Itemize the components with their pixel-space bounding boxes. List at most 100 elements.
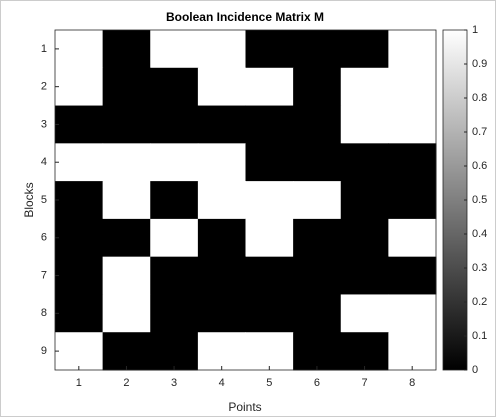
cell (55, 30, 104, 69)
cell (293, 143, 342, 182)
colorbar (442, 29, 468, 371)
cell (245, 256, 294, 295)
cell (197, 143, 246, 182)
cell (340, 67, 389, 107)
y-axis-label: Blocks (22, 182, 36, 217)
cell (340, 143, 389, 182)
colorbar-tick-label: 1 (472, 24, 478, 36)
y-tick-label: 3 (41, 118, 47, 130)
cell (293, 332, 342, 371)
cell (150, 105, 199, 144)
cell (197, 332, 246, 371)
colorbar-tick-label: 0.6 (472, 160, 487, 172)
cell (340, 294, 389, 333)
cell (340, 30, 389, 69)
colorbar-tick-label: 0.9 (472, 58, 487, 70)
y-tick-label: 9 (41, 345, 47, 357)
colorbar-tick-label: 0.8 (472, 92, 487, 104)
cell (388, 67, 437, 107)
cell (293, 30, 342, 69)
cell (340, 181, 389, 220)
cell (150, 218, 199, 258)
cell (55, 181, 104, 220)
cell (388, 332, 437, 371)
cell (150, 332, 199, 371)
colorbar-tick-label: 0.2 (472, 296, 487, 308)
x-tick-label: 7 (362, 377, 368, 389)
cell (55, 294, 104, 333)
cell (245, 67, 294, 107)
cell (150, 256, 199, 295)
cell (55, 67, 104, 107)
colorbar-tick-label: 0 (472, 364, 478, 376)
cell (197, 30, 246, 69)
cell (150, 143, 199, 182)
cell (150, 30, 199, 69)
x-tick-label: 3 (171, 377, 177, 389)
cell (340, 332, 389, 371)
cell (102, 294, 151, 333)
cell (293, 181, 342, 220)
cell (340, 256, 389, 295)
y-tick-label: 7 (41, 269, 47, 281)
cell (340, 218, 389, 258)
cell (245, 218, 294, 258)
cell (197, 256, 246, 295)
x-tick-label: 6 (314, 377, 320, 389)
cell (388, 181, 437, 220)
cell (55, 256, 104, 295)
cell (245, 143, 294, 182)
cell (102, 67, 151, 107)
cell (197, 181, 246, 220)
y-tick-label: 1 (41, 43, 47, 55)
y-tick-label: 4 (41, 156, 47, 168)
y-tick-label: 8 (41, 307, 47, 319)
cell (293, 256, 342, 295)
colorbar-tick-label: 0.5 (472, 194, 487, 206)
cell (55, 143, 104, 182)
colorbar-tick-label: 0.4 (472, 228, 487, 240)
cell (245, 105, 294, 144)
x-tick-label: 5 (266, 377, 272, 389)
cell (388, 218, 437, 258)
cell (197, 67, 246, 107)
cell (197, 218, 246, 258)
cell (340, 105, 389, 144)
x-tick-label: 4 (219, 377, 225, 389)
cell (55, 105, 104, 144)
x-tick-label: 2 (123, 377, 129, 389)
cell (150, 294, 199, 333)
x-axis-label: Points (228, 400, 261, 414)
y-tick-label: 5 (41, 194, 47, 206)
cell (245, 181, 294, 220)
cell (388, 143, 437, 182)
cell (102, 105, 151, 144)
cell (293, 294, 342, 333)
cell (245, 294, 294, 333)
x-tick-label: 8 (409, 377, 415, 389)
cell (150, 181, 199, 220)
cell (388, 105, 437, 144)
cell (197, 294, 246, 333)
cell (388, 256, 437, 295)
cell (102, 332, 151, 371)
y-tick-label: 2 (41, 81, 47, 93)
y-tick-label: 6 (41, 232, 47, 244)
cell (197, 105, 246, 144)
colorbar-tick-label: 0.7 (472, 126, 487, 138)
cell (245, 30, 294, 69)
cell (293, 105, 342, 144)
cell (102, 218, 151, 258)
cell (102, 181, 151, 220)
cell (293, 218, 342, 258)
cell (55, 218, 104, 258)
cell (150, 67, 199, 107)
cell (102, 143, 151, 182)
chart-title: Boolean Incidence Matrix M (166, 10, 324, 24)
cell (388, 30, 437, 69)
x-tick-label: 1 (76, 377, 82, 389)
cell (388, 294, 437, 333)
cell (293, 67, 342, 107)
cell (55, 332, 104, 371)
